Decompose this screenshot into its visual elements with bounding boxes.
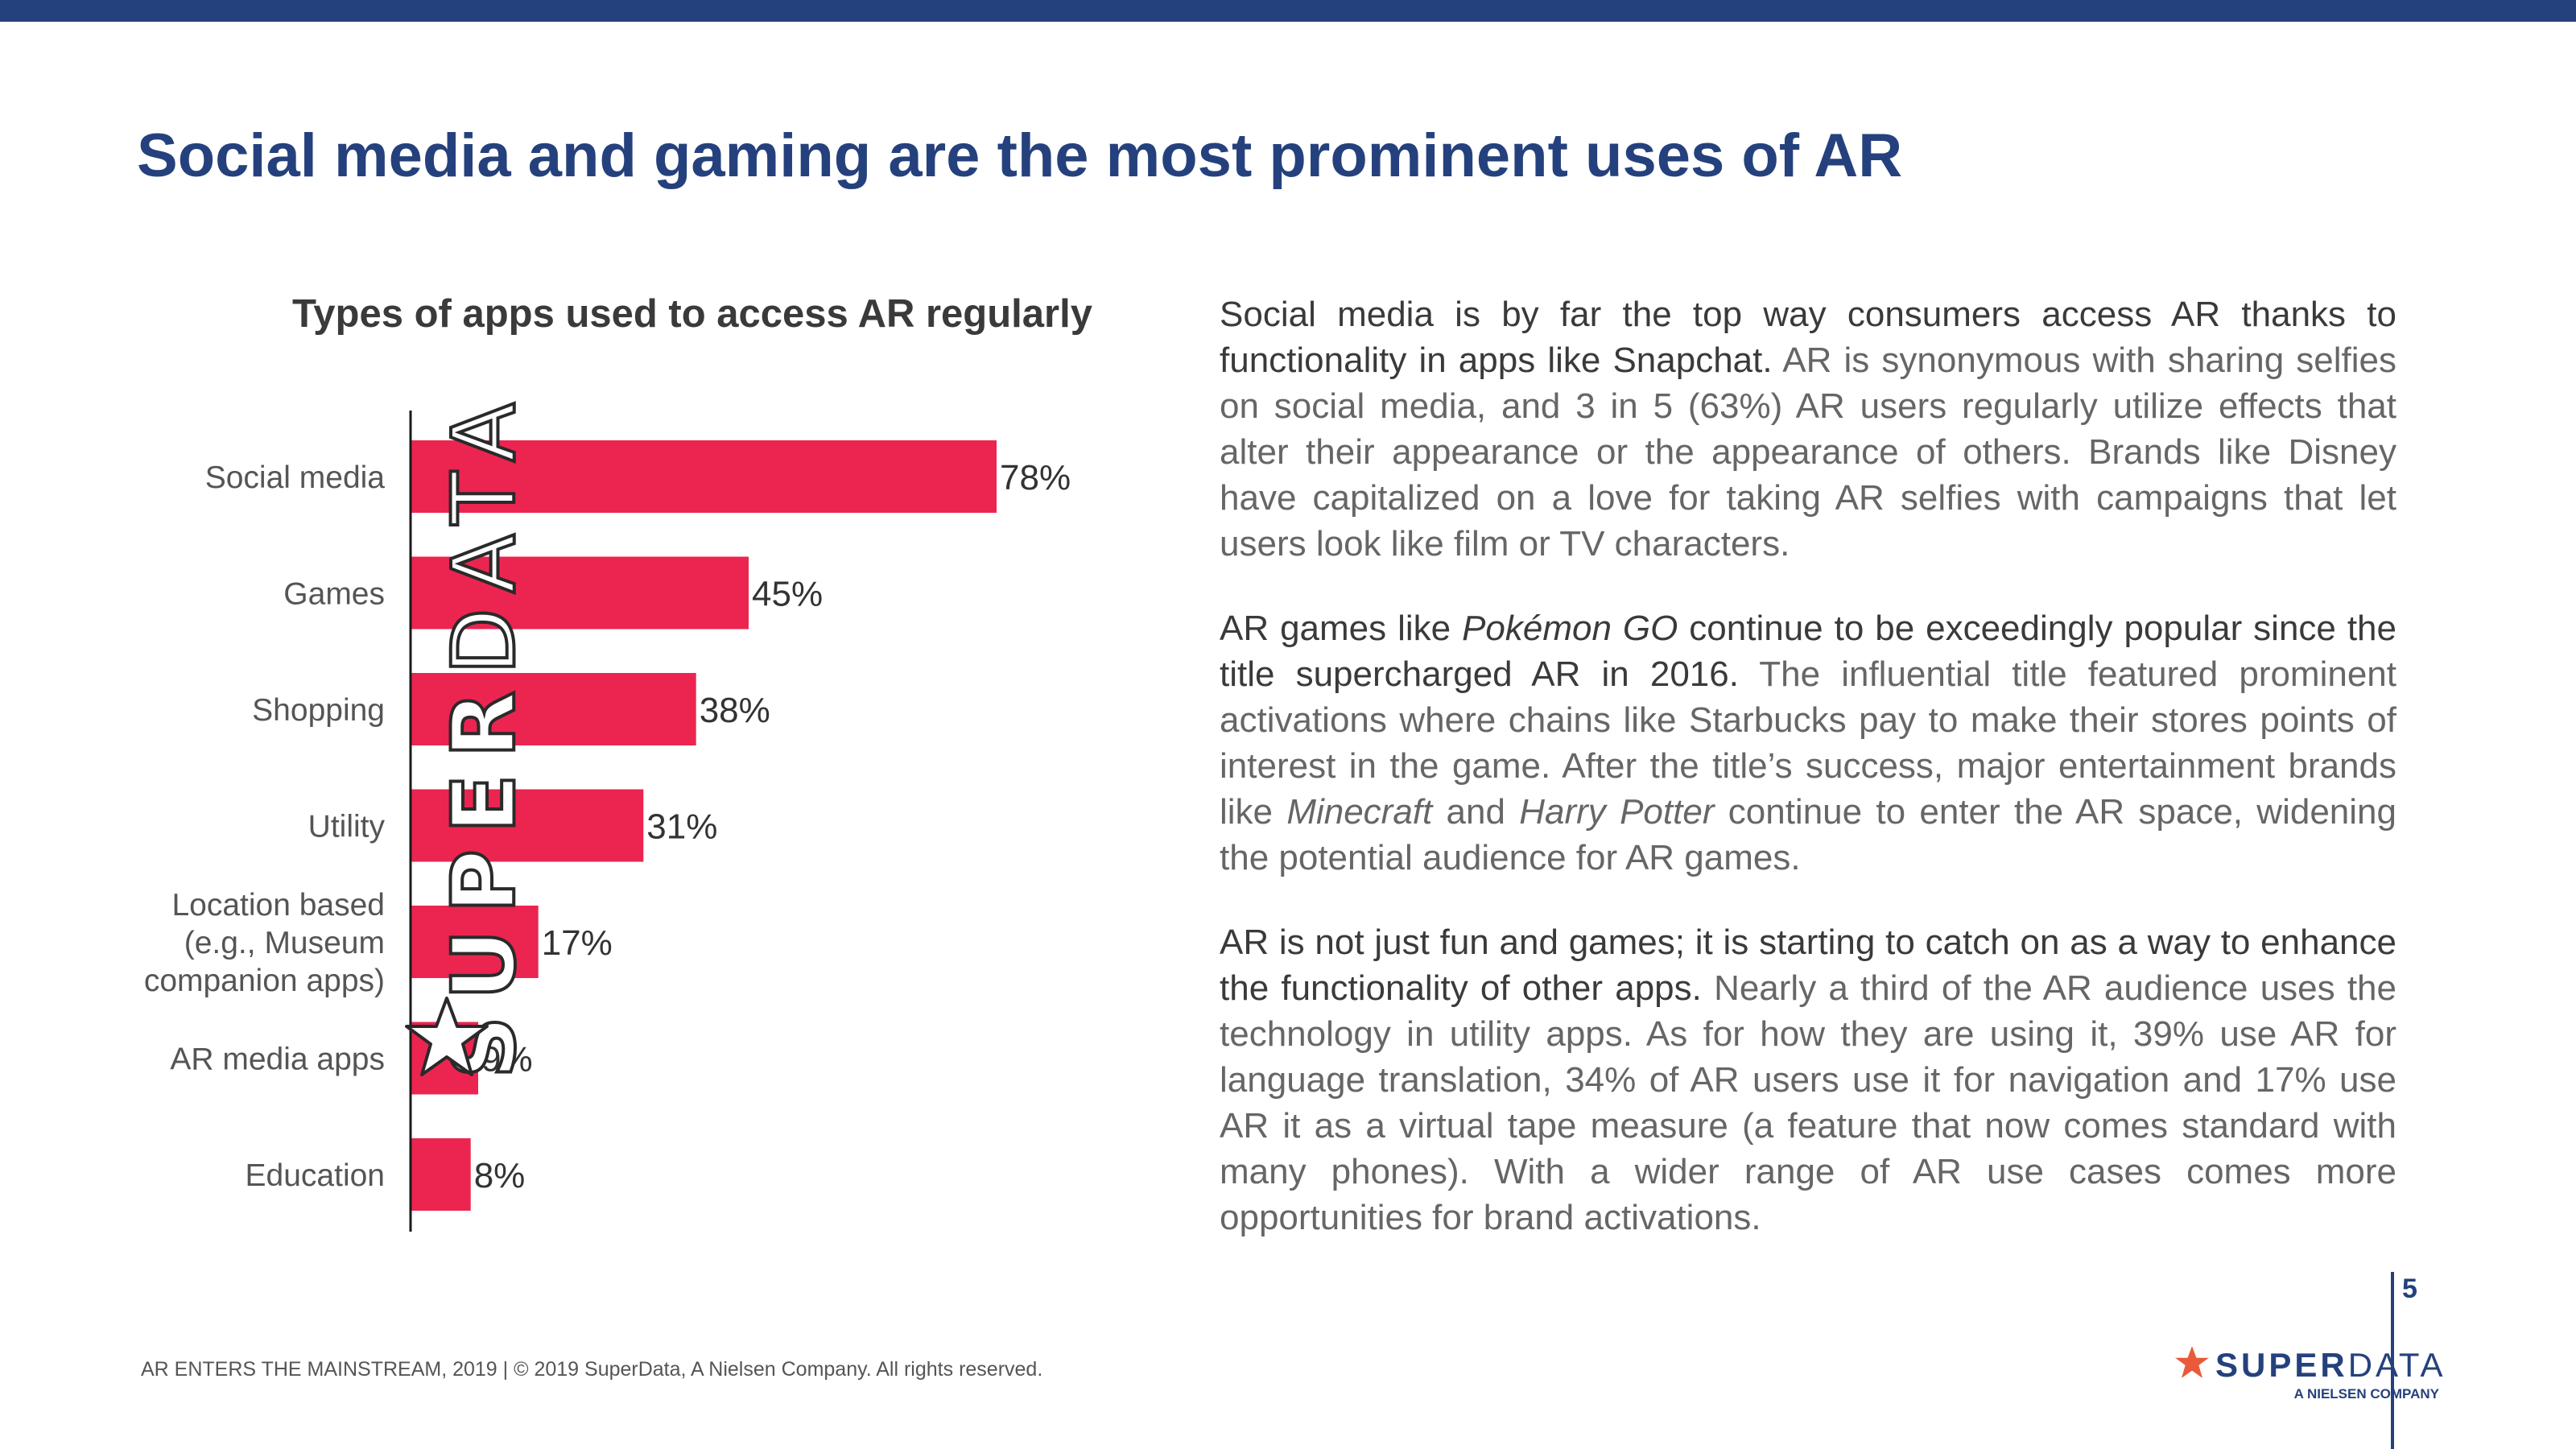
paragraph-lead-title: Pokémon GO (1462, 609, 1678, 648)
bar-6 (411, 1138, 471, 1211)
paragraph-games: AR games like Pokémon GO continue to be … (1220, 605, 2396, 881)
category-label-6: Education (246, 1158, 385, 1193)
brand-name: SUPERDATA (2215, 1346, 2446, 1385)
category-label-0: Social media (205, 460, 386, 495)
bar-2 (411, 673, 696, 745)
paragraph-lead: Social media is by far the top way consu… (1220, 295, 2396, 380)
brand-subline: A NIELSEN COMPANY (2293, 1386, 2439, 1402)
data-label-2: 38% (700, 691, 770, 730)
brand-name-data: DATA (2347, 1346, 2446, 1384)
category-label-4: Location based (171, 888, 385, 923)
data-label-3: 31% (646, 807, 717, 847)
page-number: 5 (2402, 1274, 2417, 1304)
data-label-1: 45% (752, 575, 823, 614)
category-label-1: Games (283, 577, 385, 612)
paragraph-lead: AR is not just fun and games; it is star… (1220, 923, 2396, 1008)
watermark-text-data: DATA (433, 385, 537, 676)
star-icon (405, 997, 489, 1076)
top-accent-bar (0, 0, 2576, 22)
paragraph-body: Nearly a third of the AR audience uses t… (1220, 968, 2396, 1237)
bar-3 (411, 789, 644, 862)
footer-copyright: AR ENTERS THE MAINSTREAM, 2019 | © 2019 … (141, 1358, 1043, 1381)
data-label-6: 8% (474, 1156, 526, 1195)
chart-title: Types of apps used to access AR regularl… (292, 292, 1092, 336)
paragraph-body: AR is synonymous with sharing selfies on… (1220, 341, 2396, 564)
page-title: Social media and gaming are the most pro… (137, 122, 1903, 190)
category-label-4: (e.g., Museum (184, 926, 385, 960)
paragraph-body: and (1432, 792, 1520, 832)
page-number-rule (2391, 1272, 2394, 1449)
paragraph-body: continue to enter the AR space, widening… (1220, 792, 2396, 877)
paragraph-body-title: Minecraft (1286, 792, 1433, 832)
bar-4 (411, 906, 539, 978)
data-label-5: 9% (481, 1040, 533, 1080)
brand-logo: SUPERDATA A NIELSEN COMPANY (2174, 1344, 2442, 1402)
category-label-4: companion apps) (144, 964, 385, 998)
bar-0 (411, 440, 997, 513)
paragraph-utility: AR is not just fun and games; it is star… (1220, 919, 2396, 1241)
data-label-4: 17% (542, 923, 613, 963)
data-label-0: 78% (1000, 458, 1071, 497)
category-label-5: AR media apps (170, 1042, 385, 1077)
commentary-text: Social media is by far the top way consu… (1220, 291, 2396, 1279)
paragraph-social-media: Social media is by far the top way consu… (1220, 291, 2396, 567)
bar-1 (411, 556, 749, 630)
brand-star-icon (2175, 1346, 2209, 1378)
brand-name-super: SUPER (2215, 1346, 2348, 1384)
paragraph-lead: continue to be exceedingly popular since… (1220, 609, 2396, 694)
paragraph-lead: AR games like (1220, 609, 1463, 648)
paragraph-body-title: Harry Potter (1519, 792, 1715, 832)
category-label-3: Utility (308, 810, 386, 844)
category-label-2: Shopping (252, 693, 385, 728)
paragraph-body: The influential title featured prominent… (1220, 654, 2396, 832)
